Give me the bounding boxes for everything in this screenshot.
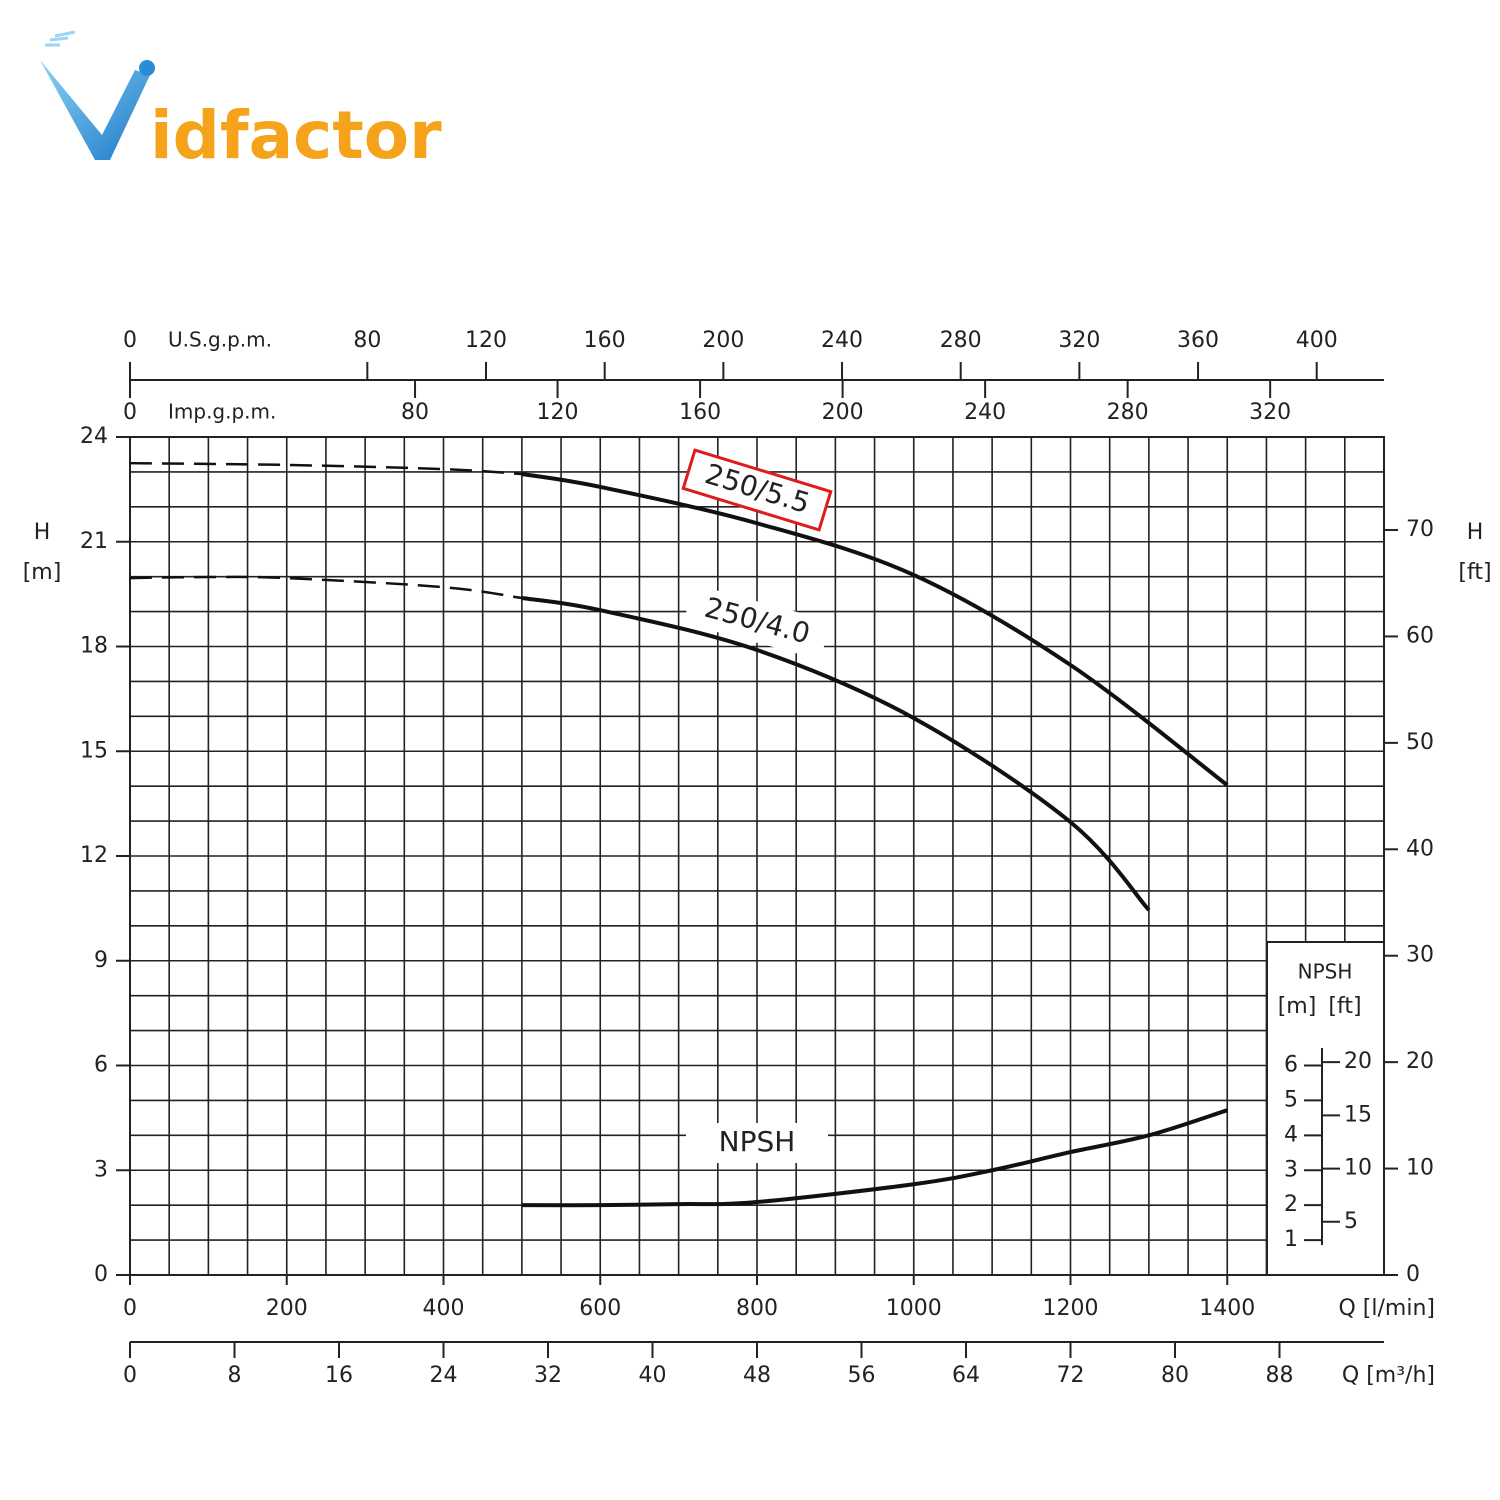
npsh-box	[1266, 941, 1385, 1276]
x4-tick-label: 0	[123, 400, 137, 425]
x-tick-label: 1200	[1043, 1296, 1099, 1321]
x4-tick-label: 160	[679, 400, 721, 425]
y2-tick-label: 50	[1406, 730, 1434, 755]
y-tick-label: 6	[94, 1053, 108, 1078]
x3-tick-label: 120	[465, 328, 507, 353]
x3-tick-label: 0	[123, 328, 137, 353]
x2-tick-label: 0	[123, 1363, 137, 1388]
x4-tick-label: 280	[1107, 400, 1149, 425]
x2-tick-label: 72	[1057, 1363, 1085, 1388]
x3-tick-label: 320	[1058, 328, 1100, 353]
y-axis-label: H	[34, 520, 51, 545]
x2-tick-label: 64	[952, 1363, 980, 1388]
npsh-m-label: 3	[1284, 1157, 1298, 1182]
y-tick-label: 0	[94, 1262, 108, 1287]
x2-tick-label: 16	[325, 1363, 353, 1388]
npsh-ft-label: 15	[1344, 1102, 1372, 1127]
x-tick-label: 200	[266, 1296, 308, 1321]
curve-label: NPSH	[719, 1125, 796, 1158]
x3-tick-label: 80	[353, 328, 381, 353]
y2-tick-label: 40	[1406, 836, 1434, 861]
x3-tick-label: 400	[1296, 328, 1338, 353]
y2-tick-label: 30	[1406, 943, 1434, 968]
y2-tick-label: 70	[1406, 517, 1434, 542]
x4-axis-label: Imp.g.p.m.	[168, 400, 276, 424]
x4-tick-label: 240	[964, 400, 1006, 425]
x-axis-label: Q [l/min]	[1339, 1296, 1436, 1321]
y2-axis-unit: [ft]	[1458, 560, 1491, 585]
x3-tick-label: 360	[1177, 328, 1219, 353]
y-tick-label: 3	[94, 1157, 108, 1182]
y-tick-label: 24	[80, 424, 108, 449]
x-tick-label: 600	[579, 1296, 621, 1321]
npsh-unit-m: [m]	[1278, 994, 1317, 1019]
y-tick-label: 12	[80, 843, 108, 868]
curve-dashed	[129, 575, 523, 600]
x-tick-label: 0	[123, 1296, 137, 1321]
npsh-unit-ft: [ft]	[1328, 994, 1361, 1019]
npsh-m-label: 6	[1284, 1053, 1298, 1078]
x2-axis-label: Q [m³/h]	[1342, 1363, 1435, 1388]
y2-tick-label: 20	[1406, 1049, 1434, 1074]
x3-tick-label: 200	[702, 328, 744, 353]
x-tick-label: 800	[736, 1296, 778, 1321]
x4-tick-label: 80	[401, 400, 429, 425]
logo-mark	[40, 30, 155, 160]
y-tick-label: 21	[80, 529, 108, 554]
x2-tick-label: 56	[848, 1363, 876, 1388]
y2-axis-label: H	[1467, 520, 1484, 545]
x3-axis-label: U.S.g.p.m.	[168, 328, 272, 352]
x3-tick-label: 240	[821, 328, 863, 353]
npsh-ft-label: 20	[1344, 1049, 1372, 1074]
x2-tick-label: 40	[639, 1363, 667, 1388]
npsh-m-label: 4	[1284, 1122, 1298, 1147]
y-tick-label: 18	[80, 634, 108, 659]
x3-tick-label: 280	[940, 328, 982, 353]
x3-tick-label: 160	[584, 328, 626, 353]
x4-tick-label: 120	[537, 400, 579, 425]
y-tick-label: 9	[94, 948, 108, 973]
x-tick-label: 1000	[886, 1296, 942, 1321]
x2-tick-label: 48	[743, 1363, 771, 1388]
highlight-box	[681, 448, 833, 532]
npsh-m-label: 1	[1284, 1227, 1298, 1252]
curve	[521, 472, 1229, 787]
x4-tick-label: 320	[1249, 400, 1291, 425]
x2-tick-label: 8	[228, 1363, 242, 1388]
y2-tick-label: 10	[1406, 1156, 1434, 1181]
npsh-ft-label: 5	[1344, 1209, 1358, 1234]
x-tick-label: 400	[423, 1296, 465, 1321]
y-tick-label: 15	[80, 738, 108, 763]
y2-tick-label: 60	[1406, 623, 1434, 648]
npsh-m-label: 5	[1284, 1087, 1298, 1112]
x2-tick-label: 24	[430, 1363, 458, 1388]
x-tick-label: 1400	[1199, 1296, 1255, 1321]
y-axis-unit: [m]	[23, 560, 62, 585]
npsh-ft-label: 10	[1344, 1156, 1372, 1181]
x2-tick-label: 32	[534, 1363, 562, 1388]
logo-text: idfactor	[150, 97, 442, 174]
x2-tick-label: 80	[1161, 1363, 1189, 1388]
x4-tick-label: 200	[822, 400, 864, 425]
curve-label-group: NPSH	[686, 1123, 828, 1163]
npsh-m-label: 2	[1284, 1192, 1298, 1217]
npsh-title: NPSH	[1298, 960, 1353, 984]
curve	[521, 1108, 1228, 1208]
label-bg	[686, 1123, 828, 1163]
y2-tick-label: 0	[1406, 1262, 1420, 1287]
curve	[521, 595, 1151, 912]
x2-tick-label: 88	[1266, 1363, 1294, 1388]
label-bg	[683, 584, 831, 660]
